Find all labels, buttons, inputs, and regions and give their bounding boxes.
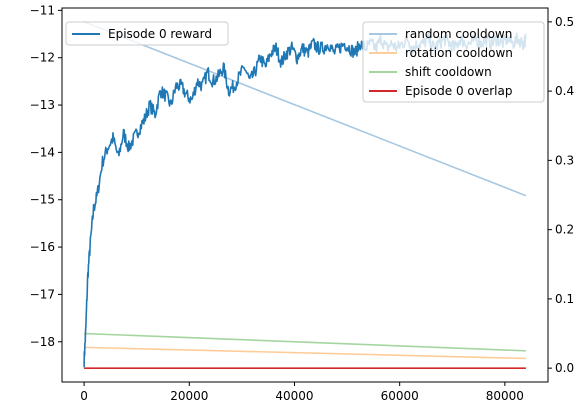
left-y-tick-label: −18 — [30, 335, 55, 349]
x-tick-label: 40000 — [275, 389, 313, 403]
left-y-tick-label: −14 — [30, 145, 55, 159]
right-y-tick-label: 0.2 — [555, 223, 574, 237]
left-y-tick-label: −13 — [30, 98, 55, 112]
legend-right: random cooldown rotation cooldown shift co… — [362, 21, 545, 103]
series-line-rotation-cooldown — [84, 346, 526, 360]
legend-label: rotation cooldown — [405, 46, 513, 60]
series-line-shift-cooldown — [84, 332, 526, 352]
x-axis: 0 20000 40000 60000 80000 — [80, 382, 524, 403]
legend-left: Episode 0 reward — [65, 21, 229, 46]
left-y-tick-label: −16 — [30, 240, 55, 254]
x-tick-label: 60000 — [381, 389, 419, 403]
x-tick-label: 20000 — [170, 389, 208, 403]
series-line-random-cooldown — [83, 21, 527, 197]
left-y-tick-label: −11 — [30, 3, 55, 17]
plot-frame — [61, 7, 549, 383]
legend-label: Episode 0 reward — [108, 27, 212, 41]
left-y-tick-label: −15 — [30, 193, 55, 207]
legend-box — [65, 21, 229, 46]
x-tick-label: 80000 — [486, 389, 524, 403]
left-y-tick-label: −12 — [30, 51, 55, 65]
legend-box — [362, 21, 545, 103]
right-y-tick-label: 0.0 — [555, 361, 574, 375]
left-y-tick-label: −17 — [30, 287, 55, 301]
x-tick-label: 0 — [80, 389, 88, 403]
right-y-tick-label: 0.1 — [555, 292, 574, 306]
right-y-tick-label: 0.5 — [555, 15, 574, 29]
legend-label: random cooldown — [405, 27, 512, 41]
left-y-axis: −18 −17 −16 −15 −14 −13 −12 −11 — [30, 3, 62, 349]
right-y-tick-label: 0.4 — [555, 84, 574, 98]
right-y-tick-label: 0.3 — [555, 153, 574, 167]
legend-label: Episode 0 overlap — [405, 84, 512, 98]
right-y-axis: 0.0 0.1 0.2 0.3 0.4 0.5 — [548, 15, 574, 375]
legend-label: shift cooldown — [405, 65, 492, 79]
